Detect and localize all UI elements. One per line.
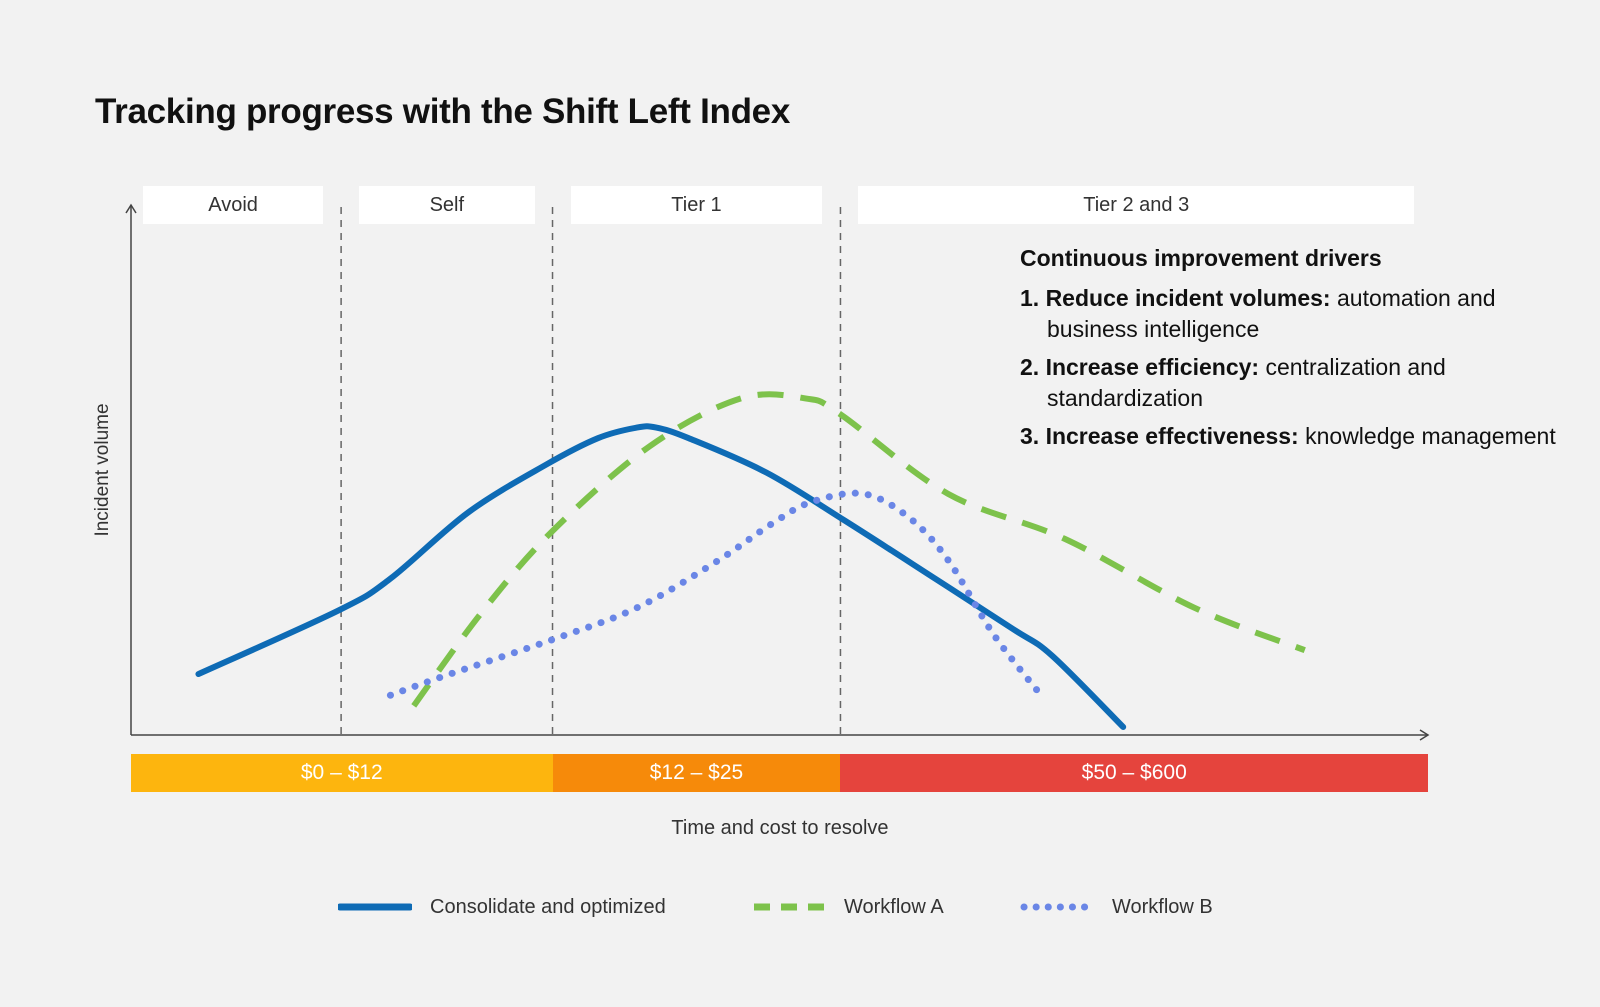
x-axis-label: Time and cost to resolve — [671, 817, 889, 839]
drivers-panel: Continuous improvement drivers 1. Reduce… — [1020, 243, 1580, 459]
series-line-consolidate-and-optimized — [195, 423, 1127, 731]
tier-label: Self — [359, 186, 535, 224]
driver-label: 1. Reduce incident volumes: — [1020, 285, 1331, 311]
legend-label: Consolidate and optimized — [430, 895, 666, 918]
y-axis-label: Incident volume — [92, 403, 113, 537]
y-axis-arrow — [125, 203, 137, 214]
legend-label: Workflow A — [844, 895, 944, 918]
series-line-workflow-a — [411, 391, 1306, 708]
legend-item-workflow-a: Workflow A — [752, 894, 944, 920]
driver-text: automation and business intelligence — [1047, 285, 1496, 342]
legend-swatch-dotted — [1020, 903, 1094, 911]
series-line-workflow-b — [386, 489, 1043, 699]
legend-swatch-dashed — [754, 903, 824, 911]
driver-item: 2. Increase efficiency: centralization a… — [1020, 352, 1580, 414]
driver-label: 3. Increase effectiveness: — [1020, 423, 1299, 449]
tier-label: Tier 2 and 3 — [858, 186, 1414, 224]
cost-range-segment: $50 – $600 — [840, 754, 1428, 792]
legend-item-consolidate: Consolidate and optimized — [338, 894, 666, 920]
chart-title: Tracking progress with the Shift Left In… — [95, 92, 790, 131]
driver-item: 1. Reduce incident volumes: automation a… — [1020, 283, 1580, 345]
tier-label: Avoid — [143, 186, 324, 224]
legend-item-workflow-b: Workflow B — [1020, 894, 1213, 920]
legend-swatch-solid — [338, 903, 412, 911]
tier-label: Tier 1 — [570, 186, 823, 224]
legend-label: Workflow B — [1112, 895, 1213, 918]
cost-range-segment: $12 – $25 — [552, 754, 841, 792]
driver-text: knowledge management — [1298, 423, 1556, 449]
drivers-heading: Continuous improvement drivers — [1020, 245, 1382, 271]
driver-text: centralization and standardization — [1047, 354, 1446, 411]
driver-label: 2. Increase efficiency: — [1020, 354, 1260, 380]
driver-item: 3. Increase effectiveness: knowledge man… — [1020, 421, 1580, 452]
cost-range-segment: $0 – $12 — [131, 754, 553, 792]
x-axis-arrow — [1419, 729, 1430, 741]
